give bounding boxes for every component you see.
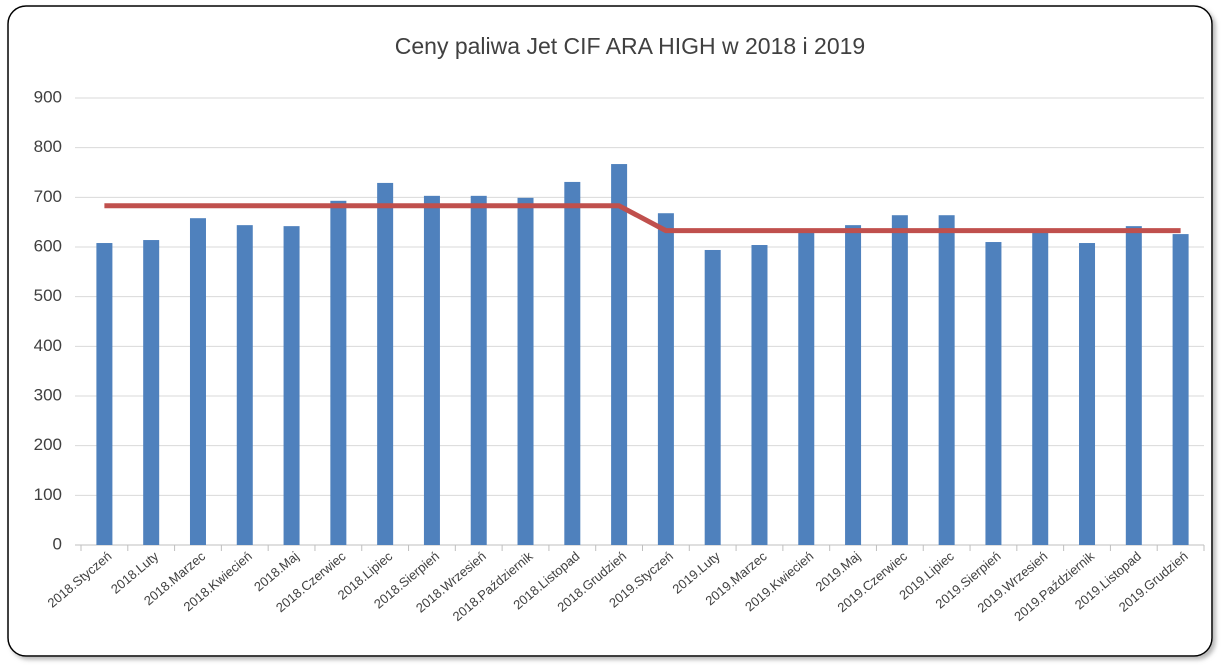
- y-tick-label: 200: [34, 435, 62, 454]
- bar: [657, 213, 674, 545]
- bar: [751, 245, 768, 545]
- bar: [1079, 243, 1096, 545]
- bar: [611, 164, 628, 545]
- y-tick-label: 100: [34, 485, 62, 504]
- bar: [330, 200, 347, 545]
- bar: [938, 215, 955, 546]
- y-tick-label: 500: [34, 286, 62, 305]
- y-tick-label: 300: [34, 385, 62, 404]
- bar: [470, 195, 487, 546]
- bar: [845, 225, 862, 545]
- y-tick-label: 700: [34, 187, 62, 206]
- bar: [143, 240, 160, 545]
- bar: [891, 215, 908, 546]
- average-line: [104, 203, 1181, 234]
- bar: [377, 182, 394, 545]
- y-tick-label: 600: [34, 236, 62, 255]
- bar: [564, 181, 581, 546]
- bar: [1125, 226, 1142, 545]
- bar: [1172, 234, 1189, 545]
- bar: [283, 226, 300, 545]
- bar: [236, 225, 253, 545]
- bar: [96, 243, 113, 545]
- y-tick-label: 0: [53, 534, 62, 553]
- bar: [704, 249, 721, 546]
- y-tick-label: 800: [34, 137, 62, 156]
- bar: [423, 195, 440, 546]
- y-tick-label: 900: [34, 87, 62, 106]
- y-tick-label: 400: [34, 336, 62, 355]
- bar: [985, 242, 1002, 546]
- bar: [798, 230, 815, 545]
- bar: [1032, 229, 1049, 545]
- chart-title: Ceny paliwa Jet CIF ARA HIGH w 2018 i 20…: [395, 33, 865, 59]
- bar: [517, 197, 534, 545]
- chart-frame: [7, 5, 1213, 657]
- bar: [189, 218, 206, 545]
